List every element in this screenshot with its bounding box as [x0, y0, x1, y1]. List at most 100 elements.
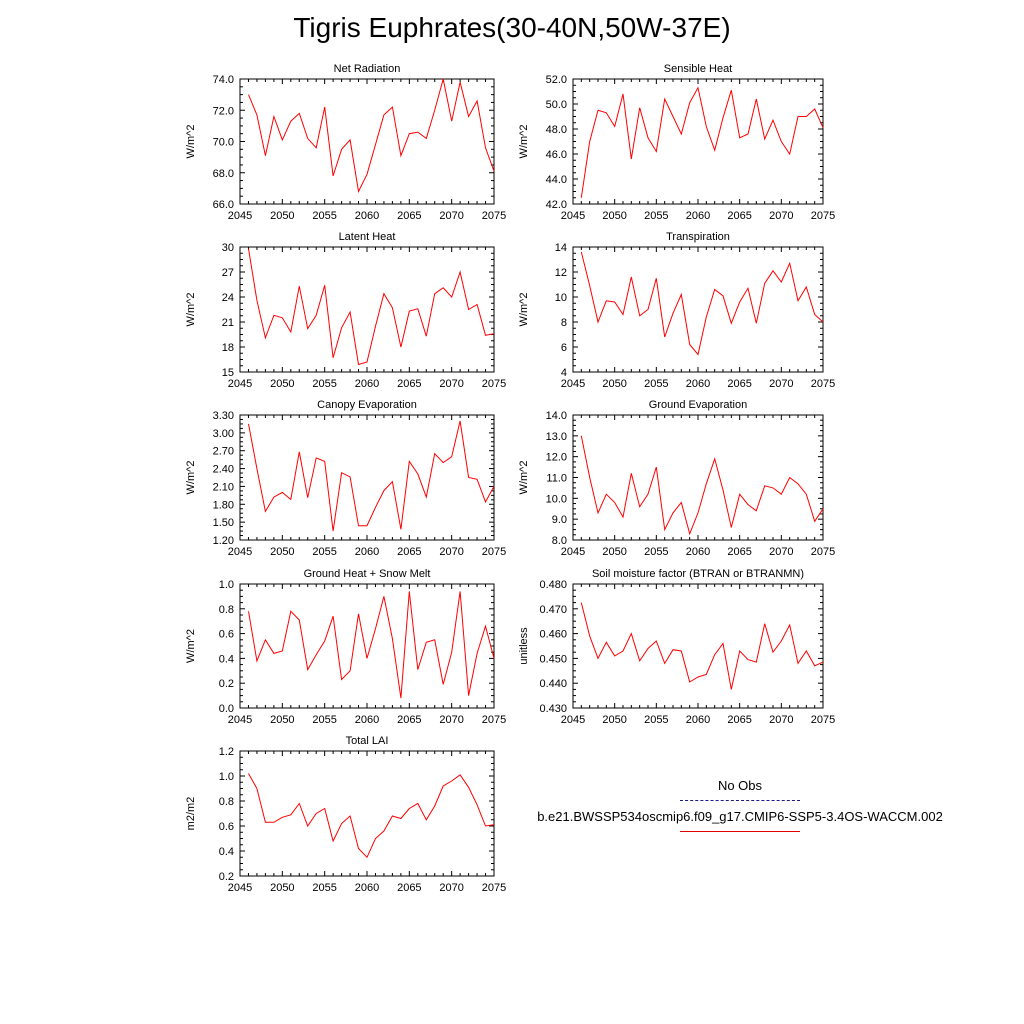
x-tick-label: 2045: [228, 378, 252, 390]
panel-title: Latent Heat: [339, 231, 396, 243]
y-tick-label: 0.4: [219, 653, 234, 665]
y-axis-label: W/m^2: [185, 461, 197, 495]
y-tick-label: 8.0: [552, 535, 567, 547]
panel-6: Ground Evaporation W/m^2 2045 2050 2055 2060 2…: [518, 399, 835, 558]
y-axis-label: W/m^2: [185, 125, 197, 159]
x-tick-label: 2055: [312, 546, 336, 558]
x-tick-label: 2055: [312, 378, 336, 390]
x-tick-label: 2075: [811, 378, 835, 390]
x-tick-label: 2045: [228, 210, 252, 222]
y-tick-label: 3.00: [213, 428, 234, 440]
series-line: [580, 86, 824, 198]
figure-title: Tigris Euphrates(30-40N,50W-37E): [293, 12, 731, 43]
y-tick-label: 24: [222, 292, 234, 304]
y-tick-label: 70.0: [213, 137, 234, 149]
x-tick-label: 2075: [482, 378, 506, 390]
y-axis-label: W/m^2: [518, 125, 530, 159]
x-tick-label: 2065: [727, 714, 751, 726]
panel-title: Net Radiation: [334, 63, 401, 75]
plot-frame: [239, 78, 495, 205]
x-tick-label: 2070: [769, 714, 793, 726]
y-tick-label: 0.440: [539, 678, 567, 690]
legend-model-label: b.e21.BWSSP534oscmip6.f09_g17.CMIP6-SSP5…: [537, 809, 943, 824]
y-tick-label: 1.2: [219, 746, 234, 758]
y-tick-label: 15: [222, 367, 234, 379]
x-tick-label: 2075: [482, 546, 506, 558]
x-tick-label: 2055: [644, 378, 668, 390]
panel-9: Total LAI m2/m2 2045 2050 2055 2060 2065 2070 20…: [185, 735, 506, 894]
panel-title: Ground Heat + Snow Melt: [304, 568, 431, 580]
x-tick-label: 2050: [270, 378, 294, 390]
y-tick-label: 27: [222, 267, 234, 279]
legend-model-line: [680, 831, 800, 832]
x-tick-label: 2050: [602, 378, 626, 390]
y-tick-label: 0.8: [219, 604, 234, 616]
series-line: [580, 251, 824, 356]
panel-2: Sensible Heat W/m^2 2045 2050 2055 2060 2065 20…: [518, 63, 835, 222]
panel-1: Net Radiation W/m^2 2045 2050 2055 2060 2065 20…: [185, 63, 506, 222]
y-tick-label: 18: [222, 342, 234, 354]
y-axis-label: unitless: [518, 627, 530, 665]
y-axis-label: m2/m2: [185, 797, 197, 831]
series-line: [248, 78, 495, 194]
x-tick-label: 2045: [228, 882, 252, 894]
plot-frame: [572, 78, 824, 205]
panel-title: Canopy Evaporation: [317, 399, 417, 411]
x-tick-label: 2060: [355, 714, 379, 726]
y-tick-label: 48.0: [546, 124, 567, 136]
y-tick-label: 12.0: [546, 452, 567, 464]
x-tick-label: 2045: [228, 546, 252, 558]
y-tick-label: 21: [222, 317, 234, 329]
y-axis-label: W/m^2: [518, 461, 530, 495]
panel-4: Transpiration W/m^2 2045 2050 2055 2060 2065 20…: [518, 231, 835, 390]
y-tick-label: 0.6: [219, 821, 234, 833]
series-line: [248, 591, 495, 699]
y-tick-label: 0.430: [539, 703, 567, 715]
x-tick-label: 2055: [312, 210, 336, 222]
y-axis-label: W/m^2: [185, 293, 197, 327]
y-tick-label: 72.0: [213, 105, 234, 117]
y-tick-label: 13.0: [546, 431, 567, 443]
y-tick-label: 68.0: [213, 168, 234, 180]
y-tick-label: 0.8: [219, 796, 234, 808]
y-tick-label: 2.40: [213, 464, 234, 476]
panel-title: Soil moisture factor (BTRAN or BTRANMN): [592, 568, 804, 580]
x-tick-label: 2045: [561, 546, 585, 558]
x-tick-label: 2050: [602, 210, 626, 222]
x-tick-label: 2065: [727, 378, 751, 390]
plot-frame: [572, 414, 824, 541]
x-tick-label: 2060: [686, 378, 710, 390]
y-tick-label: 46.0: [546, 149, 567, 161]
y-tick-label: 42.0: [546, 199, 567, 211]
plot-frame: [239, 246, 495, 373]
panel-title: Sensible Heat: [664, 63, 733, 75]
x-tick-label: 2060: [355, 378, 379, 390]
x-tick-label: 2075: [482, 210, 506, 222]
y-tick-label: 1.80: [213, 499, 234, 511]
y-tick-label: 12: [555, 267, 567, 279]
panel-5: Canopy Evaporation W/m^2 2045 2050 2055 2060 2…: [185, 399, 506, 558]
x-tick-label: 2060: [686, 210, 710, 222]
x-tick-label: 2065: [397, 882, 421, 894]
series-line: [248, 420, 495, 532]
x-tick-label: 2050: [270, 210, 294, 222]
y-tick-label: 0.2: [219, 871, 234, 883]
y-tick-label: 1.0: [219, 579, 234, 591]
x-tick-label: 2060: [355, 882, 379, 894]
y-tick-label: 14: [555, 242, 567, 254]
x-tick-label: 2075: [482, 714, 506, 726]
x-tick-label: 2070: [769, 210, 793, 222]
y-tick-label: 10.0: [546, 493, 567, 505]
y-tick-label: 8: [561, 317, 567, 329]
x-tick-label: 2055: [312, 714, 336, 726]
x-tick-label: 2075: [482, 882, 506, 894]
x-tick-label: 2055: [644, 210, 668, 222]
panel-title: Total LAI: [346, 735, 389, 747]
x-tick-label: 2055: [644, 546, 668, 558]
x-tick-label: 2045: [228, 714, 252, 726]
series-line: [248, 773, 495, 859]
x-tick-label: 2050: [270, 714, 294, 726]
series-line: [580, 602, 824, 690]
y-tick-label: 3.30: [213, 410, 234, 422]
